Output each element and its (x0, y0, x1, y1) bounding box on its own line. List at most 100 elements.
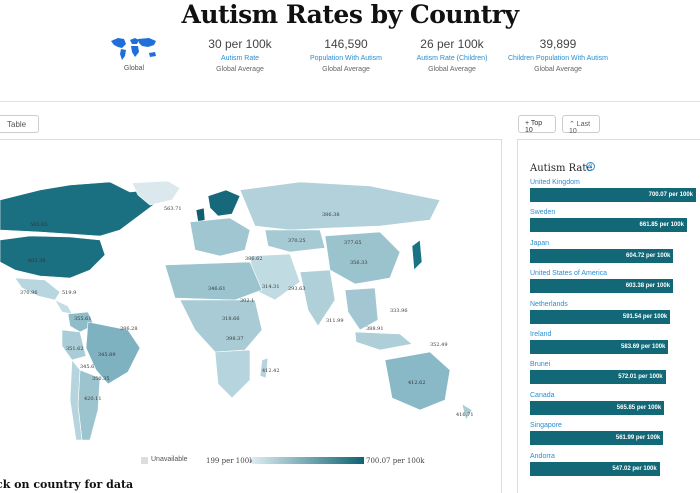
ranking-item[interactable]: United States of America 603.38 per 100k (530, 269, 674, 294)
ranking-bar: 604.72 per 100k (530, 248, 674, 263)
country-uk (195, 207, 206, 223)
stat-value: 146,590 (324, 37, 368, 51)
country-china (324, 231, 401, 285)
legend-gradient (252, 457, 364, 464)
map-label: 345.89 (98, 352, 116, 358)
stat-sub: Global Average (428, 66, 476, 73)
page-title: Autism Rates by Country (181, 0, 519, 29)
legend-max: 700.07 per 100k (366, 457, 425, 465)
ranking-item[interactable]: Canada 565.85 per 100k (530, 391, 665, 415)
map-label: 318.66 (222, 316, 240, 322)
ranking-bar: 547.02 per 100k (530, 461, 660, 476)
stat-value: 26 per 100k (420, 37, 484, 51)
map-label: 386.62 (245, 256, 263, 262)
country-southeast-asia (344, 287, 379, 331)
country-canada (0, 181, 161, 237)
country-madagascar (259, 357, 269, 379)
country-mexico (14, 277, 61, 301)
ranking-item[interactable]: Sweden 661.85 per 100k (530, 208, 687, 233)
map-label: 416.71 (456, 412, 474, 418)
ranking-country-name[interactable]: United Kingdom (530, 179, 580, 186)
map-label: 293.63 (288, 286, 306, 292)
map-label: 356.33 (350, 260, 368, 266)
map-label: 355.61 (74, 316, 92, 322)
last10-button[interactable]: ⌃ Last 10 (562, 115, 600, 135)
map-label: 420.11 (84, 396, 102, 402)
map-value-labels: 565.85 603.38 370.96 519.9 355.61 345.89… (20, 206, 474, 418)
country-central-africa (179, 299, 263, 353)
ranking-item[interactable]: Ireland 583.69 per 100k (530, 330, 669, 354)
map-frame (0, 139, 502, 493)
map-label: 370.25 (288, 238, 306, 244)
map-label: 412.42 (262, 368, 280, 374)
ranking-title: Autism Rate (530, 163, 593, 174)
country-indonesia (354, 331, 413, 351)
stat-label: Autism Rate (Children) (416, 55, 488, 62)
ranking-country-name[interactable]: United States of America (530, 270, 608, 278)
map-label: 412.62 (408, 380, 426, 386)
info-icon[interactable]: ? (586, 162, 595, 171)
stat-sub: Global Average (534, 66, 582, 73)
country-japan (411, 239, 423, 271)
legend-min: 199 per 100k (206, 457, 254, 465)
country-north-africa (164, 261, 263, 301)
table-button[interactable]: Table (0, 115, 39, 133)
ranking-item[interactable]: Singapore 561.99 per 100k (530, 421, 664, 446)
stat-children-population: 39,899 Children Population With Autism G… (508, 37, 608, 73)
world-map[interactable]: 565.85 603.38 370.96 519.9 355.61 345.89… (0, 170, 500, 440)
map-label: 311.99 (326, 318, 344, 324)
ranking-bar: 661.85 per 100k (530, 218, 687, 233)
ranking-panel (517, 139, 700, 493)
country-chile (69, 359, 83, 440)
stat-sub: Global Average (216, 66, 264, 73)
ranking-country-name[interactable]: Canada (530, 391, 555, 399)
ranking-country-name[interactable]: Ireland (530, 331, 552, 338)
map-label: 377.65 (344, 240, 362, 246)
stat-value: 39,899 (539, 37, 577, 51)
stat-label: Children Population With Autism (508, 55, 608, 62)
stat-value: 30 per 100k (208, 37, 272, 51)
ranking-item[interactable]: United Kingdom 700.07 per 100k (530, 178, 696, 202)
stat-sub: Global Average (322, 66, 370, 73)
ranking-bar: 603.38 per 100k (530, 279, 674, 294)
country-usa (0, 235, 106, 279)
ranking-country-name[interactable]: Netherlands (530, 300, 568, 308)
country-india (299, 269, 336, 327)
map-label: 350.35 (92, 376, 110, 382)
country-new-zealand (461, 403, 473, 421)
ranking-country-name[interactable]: Singapore (530, 422, 562, 430)
map-label: 352.49 (430, 342, 448, 348)
map-label: 351.62 (66, 346, 84, 352)
global-filter[interactable]: Global (108, 36, 160, 72)
map-label: 519.9 (62, 290, 76, 296)
ranking-country-name[interactable]: Japan (530, 239, 550, 247)
country-southern-africa (214, 349, 251, 399)
map-label: 386.28 (120, 326, 138, 332)
map-label: 346.61 (208, 286, 226, 292)
ranking-item[interactable]: Japan 604.72 per 100k (530, 239, 674, 263)
ranking-country-name[interactable]: Andorra (530, 452, 555, 460)
map-label: 386.38 (322, 212, 340, 218)
ranking-item[interactable]: Brunei 572.01 per 100k (530, 360, 666, 385)
map-label: 388.91 (366, 326, 384, 332)
stat-autism-rate: 30 per 100k Autism Rate Global Average (190, 37, 290, 73)
legend-unavailable: Unavailable (151, 456, 188, 463)
map-label: 370.96 (20, 290, 38, 296)
country-europe-west (189, 217, 251, 257)
top10-button[interactable]: + Top 10 (518, 115, 556, 134)
ranking-bar: 591.54 per 100k (530, 309, 671, 324)
map-label: 398.37 (226, 336, 244, 342)
country-russia (239, 181, 441, 231)
ranking-item[interactable]: Netherlands 591.54 per 100k (530, 300, 671, 324)
map-label: 565.85 (30, 222, 48, 228)
ranking-bar: 700.07 per 100k (530, 188, 696, 202)
map-label: 603.38 (28, 258, 46, 264)
map-label: 302.1 (240, 298, 254, 304)
country-brazil (85, 321, 141, 385)
ranking-country-name[interactable]: Brunei (530, 361, 551, 369)
stat-label: Autism Rate (220, 55, 260, 62)
map-label: 333.96 (390, 308, 408, 314)
unavailable-swatch (141, 457, 148, 464)
ranking-item[interactable]: Andorra 547.02 per 100k (530, 452, 660, 476)
ranking-country-name[interactable]: Sweden (530, 209, 556, 217)
